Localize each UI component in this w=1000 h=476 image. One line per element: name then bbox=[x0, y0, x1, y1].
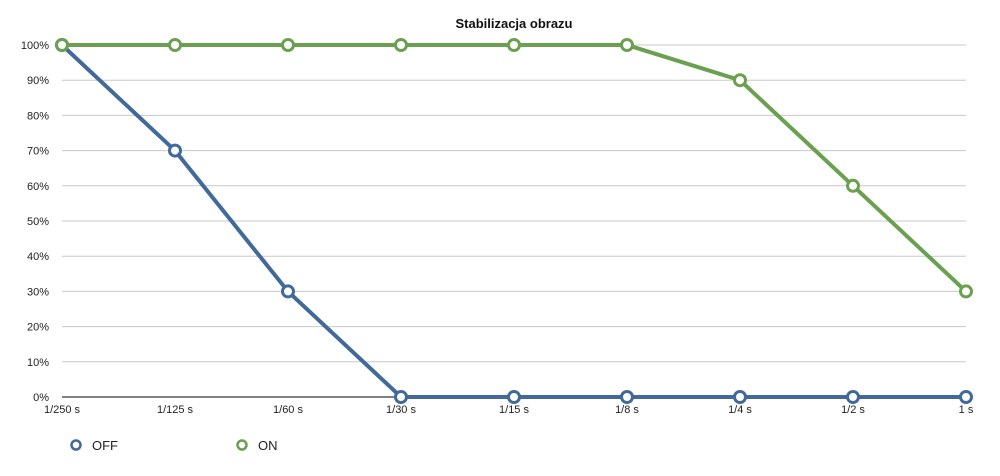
y-tick-label: 10% bbox=[27, 357, 49, 369]
data-point-off bbox=[733, 390, 747, 404]
data-point-on bbox=[620, 38, 634, 52]
y-tick-label: 20% bbox=[27, 322, 49, 334]
x-tick-label: 1/2 s bbox=[841, 404, 865, 416]
data-point-on bbox=[281, 38, 295, 52]
grid-lines bbox=[62, 44, 966, 398]
data-point-on bbox=[507, 38, 521, 52]
data-point-on bbox=[168, 38, 182, 52]
data-point-off bbox=[507, 390, 521, 404]
data-point-off bbox=[620, 390, 634, 404]
series-line-on bbox=[60, 43, 968, 294]
y-tick-label: 80% bbox=[27, 110, 49, 122]
y-tick-label: 70% bbox=[27, 146, 49, 158]
data-point-off bbox=[281, 284, 295, 299]
x-tick-label: 1/30 s bbox=[386, 404, 416, 416]
y-tick-label: 90% bbox=[27, 75, 49, 87]
y-tick-label: 50% bbox=[27, 216, 49, 228]
x-tick-label: 1/4 s bbox=[728, 404, 752, 416]
data-point-on bbox=[733, 73, 747, 88]
series-points bbox=[55, 38, 973, 404]
y-tick-label: 30% bbox=[27, 286, 49, 298]
data-point-on bbox=[959, 284, 973, 299]
data-point-off bbox=[846, 390, 860, 404]
legend-marker-on bbox=[236, 439, 248, 451]
y-tick-label: 40% bbox=[27, 251, 49, 263]
data-point-off bbox=[394, 390, 408, 404]
data-point-off bbox=[168, 143, 182, 158]
legend-label-off: OFF bbox=[92, 438, 118, 453]
x-tick-label: 1/15 s bbox=[499, 404, 529, 416]
legend-marker-off bbox=[70, 439, 82, 451]
y-tick-label: 0% bbox=[33, 392, 49, 404]
legend-label-on: ON bbox=[258, 438, 278, 453]
y-tick-label: 60% bbox=[27, 181, 49, 193]
legend: OFF ON bbox=[70, 438, 278, 453]
x-tick-label: 1/60 s bbox=[273, 404, 303, 416]
data-point-off bbox=[959, 390, 973, 404]
data-point-on bbox=[394, 38, 408, 52]
x-tick-label: 1/8 s bbox=[615, 404, 639, 416]
chart-title: Stabilizacja obrazu bbox=[455, 16, 572, 31]
y-tick-label: 100% bbox=[21, 40, 49, 52]
x-tick-label: 1 s bbox=[959, 404, 974, 416]
x-axis-ticks: 1/250 s 1/125 s 1/60 s 1/30 s 1/15 s 1/8 s 1/4… bbox=[44, 404, 974, 416]
x-tick-label: 1/125 s bbox=[157, 404, 194, 416]
data-point-on bbox=[55, 38, 69, 52]
y-axis-ticks: 0% 10% 20% 30% 40% 50% 60% 70% 80% 90% 100% bbox=[21, 40, 49, 404]
data-point-on bbox=[846, 178, 860, 193]
x-tick-label: 1/250 s bbox=[44, 404, 81, 416]
